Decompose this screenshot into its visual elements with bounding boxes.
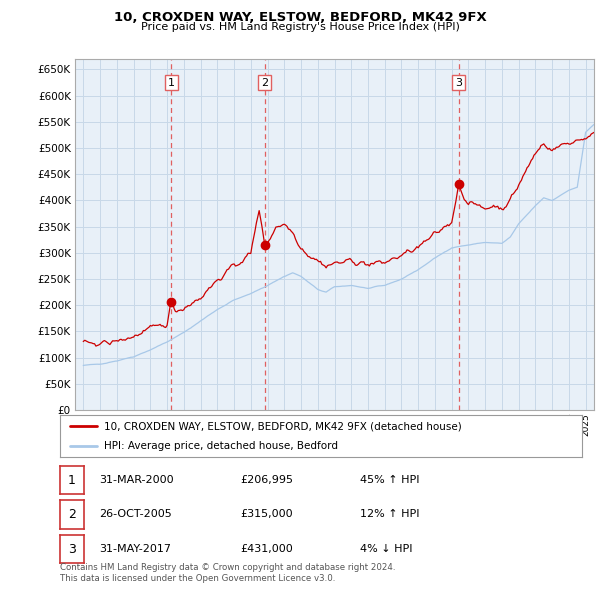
Text: This data is licensed under the Open Government Licence v3.0.: This data is licensed under the Open Gov… <box>60 574 335 583</box>
Text: 10, CROXDEN WAY, ELSTOW, BEDFORD, MK42 9FX: 10, CROXDEN WAY, ELSTOW, BEDFORD, MK42 9… <box>113 11 487 24</box>
Text: £431,000: £431,000 <box>240 545 293 554</box>
Text: 1: 1 <box>168 77 175 87</box>
Text: 1: 1 <box>68 474 76 487</box>
Text: 45% ↑ HPI: 45% ↑ HPI <box>360 476 419 485</box>
Text: Contains HM Land Registry data © Crown copyright and database right 2024.: Contains HM Land Registry data © Crown c… <box>60 563 395 572</box>
Text: HPI: Average price, detached house, Bedford: HPI: Average price, detached house, Bedf… <box>104 441 338 451</box>
Text: 3: 3 <box>455 77 462 87</box>
Text: 26-OCT-2005: 26-OCT-2005 <box>99 510 172 519</box>
Text: 31-MAR-2000: 31-MAR-2000 <box>99 476 173 485</box>
Text: 4% ↓ HPI: 4% ↓ HPI <box>360 545 413 554</box>
Text: £315,000: £315,000 <box>240 510 293 519</box>
Text: Price paid vs. HM Land Registry's House Price Index (HPI): Price paid vs. HM Land Registry's House … <box>140 22 460 32</box>
Text: £206,995: £206,995 <box>240 476 293 485</box>
Text: 3: 3 <box>68 543 76 556</box>
Text: 10, CROXDEN WAY, ELSTOW, BEDFORD, MK42 9FX (detached house): 10, CROXDEN WAY, ELSTOW, BEDFORD, MK42 9… <box>104 421 462 431</box>
Text: 2: 2 <box>261 77 268 87</box>
Text: 2: 2 <box>68 508 76 521</box>
Text: 12% ↑ HPI: 12% ↑ HPI <box>360 510 419 519</box>
Text: 31-MAY-2017: 31-MAY-2017 <box>99 545 171 554</box>
